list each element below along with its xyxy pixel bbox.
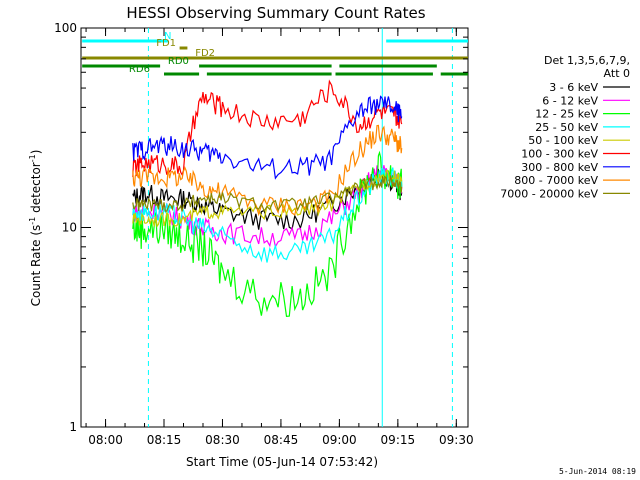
legend-header-line1: Det 1,3,5,6,7,9, bbox=[544, 54, 630, 67]
y-ticks-layer: 1 10 100 bbox=[54, 21, 468, 434]
y-axis-label-close: ) bbox=[29, 150, 43, 155]
legend-label-4: 50 - 100 keV bbox=[528, 134, 598, 147]
footer-date-stamp: 5-Jun-2014 08:19 bbox=[559, 467, 636, 476]
x-ticks-layer: 08:00 08:15 08:30 08:45 09:00 09:15 09:30 bbox=[85, 28, 474, 447]
flag-label-fd1: FD1 bbox=[156, 38, 176, 49]
legend-label-0: 3 - 6 keV bbox=[549, 81, 598, 94]
x-axis-label: Start Time (05-Jun-14 07:53:42) bbox=[186, 455, 378, 469]
series-line-3 bbox=[132, 167, 403, 263]
series-line-5 bbox=[132, 79, 403, 178]
legend-label-2: 12 - 25 keV bbox=[535, 108, 598, 121]
y-tick-label-2: 100 bbox=[54, 21, 77, 35]
series-layer bbox=[132, 79, 403, 317]
legend-label-1: 6 - 12 keV bbox=[542, 94, 598, 107]
x-tick-label-0: 08:00 bbox=[88, 433, 123, 447]
flag-label-rd0: RD0 bbox=[168, 56, 189, 67]
legend-label-7: 800 - 7000 keV bbox=[514, 174, 598, 187]
chart-title: HESSI Observing Summary Count Rates bbox=[126, 4, 425, 22]
vlines-layer bbox=[147, 28, 453, 427]
legend-label-3: 25 - 50 keV bbox=[535, 121, 598, 134]
series-line-6 bbox=[132, 95, 403, 180]
y-axis-label-main: Count Rate (s bbox=[29, 225, 43, 307]
plot-frame bbox=[80, 27, 469, 428]
y-tick-label-1: 10 bbox=[62, 221, 77, 235]
flag-label-rd6: RD6 bbox=[129, 64, 150, 75]
legend-header-line2: Att 0 bbox=[604, 67, 630, 80]
y-axis-label-sup2: -1 bbox=[28, 154, 37, 162]
legend-label-6: 300 - 800 keV bbox=[521, 161, 598, 174]
series-line-8 bbox=[132, 175, 403, 213]
x-tick-label-5: 09:15 bbox=[381, 433, 416, 447]
flag-label-fd2: FD2 bbox=[195, 48, 215, 59]
y-axis-label-sup: -1 bbox=[28, 217, 37, 225]
x-tick-label-3: 08:45 bbox=[264, 433, 299, 447]
flag-label-n: N bbox=[164, 31, 171, 42]
y-tick-label-0: 1 bbox=[69, 420, 77, 434]
x-tick-label-2: 08:30 bbox=[205, 433, 240, 447]
y-axis-label: Count Rate (s-1 detector-1) bbox=[28, 150, 43, 307]
x-tick-label-4: 09:00 bbox=[322, 433, 357, 447]
x-tick-label-6: 09:30 bbox=[439, 433, 474, 447]
legend-label-8: 7000 - 20000 keV bbox=[500, 187, 598, 200]
series-line-2 bbox=[132, 150, 403, 317]
x-tick-label-1: 08:15 bbox=[147, 433, 182, 447]
legend-label-5: 100 - 300 keV bbox=[521, 148, 598, 161]
y-axis-label-tail: detector bbox=[29, 162, 43, 217]
